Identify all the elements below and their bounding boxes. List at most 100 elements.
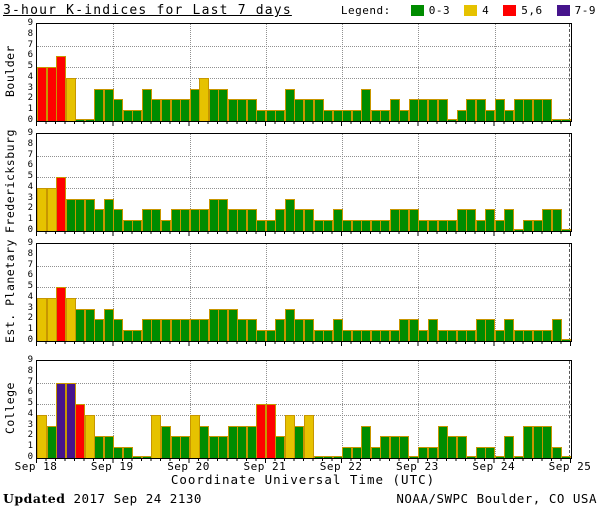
x-tick-label: Sep 24 xyxy=(472,460,516,473)
k-index-bar xyxy=(561,119,572,121)
y-tick-label: 1 xyxy=(27,214,33,225)
k-index-bar xyxy=(160,99,171,121)
k-index-bar xyxy=(84,309,95,341)
k-index-bar xyxy=(113,447,124,458)
k-index-bar xyxy=(37,67,48,121)
y-tick-label: 8 xyxy=(27,28,33,39)
y-tick-label: 3 xyxy=(27,82,33,93)
k-index-bar xyxy=(189,415,200,458)
k-index-bar xyxy=(361,330,372,341)
y-tick-label: 8 xyxy=(27,138,33,149)
day-boundary-gridline xyxy=(494,244,496,341)
k-index-bar xyxy=(551,209,562,231)
day-boundary-gridline xyxy=(342,244,344,341)
k-index-bar xyxy=(370,330,381,341)
legend-item-green: 0-3 xyxy=(410,4,451,17)
k-index-bar xyxy=(46,298,57,341)
y-tick-label: 5 xyxy=(27,171,33,182)
k-index-bar xyxy=(294,426,305,458)
k-index-bar xyxy=(246,319,257,341)
y-tick-label: 3 xyxy=(27,302,33,313)
y-tick-label: 9 xyxy=(27,128,33,138)
x-axis-title: Coordinate Universal Time (UTC) xyxy=(170,472,436,487)
y-tick-label: 2 xyxy=(27,203,33,214)
k-index-bar xyxy=(65,199,76,231)
k-index-bar xyxy=(447,330,458,341)
k-index-bar xyxy=(437,99,448,121)
k-index-bar xyxy=(361,220,372,231)
k-index-bar xyxy=(113,209,124,231)
k-index-bar xyxy=(199,319,210,341)
day-boundary-gridline xyxy=(265,244,267,341)
y-tick-label: 6 xyxy=(27,160,33,171)
k-index-bar xyxy=(94,209,105,231)
k-index-bar xyxy=(160,426,171,458)
k-index-bar xyxy=(342,220,353,231)
k-index-bar xyxy=(304,415,315,458)
k-index-bar xyxy=(141,456,152,458)
x-tick-label: Sep 23 xyxy=(396,460,439,473)
day-boundary-gridline xyxy=(189,361,191,458)
k-index-bar xyxy=(265,220,276,231)
k-index-bar xyxy=(56,383,67,458)
k-index-bar xyxy=(313,456,324,458)
k-index-bar xyxy=(75,199,86,231)
k-index-bar xyxy=(304,99,315,121)
k-index-bar xyxy=(332,319,343,341)
k-index-bar xyxy=(485,447,496,458)
k-index-bar xyxy=(160,319,171,341)
k-index-bar xyxy=(103,89,114,121)
k-index-bar xyxy=(370,220,381,231)
k-index-bar xyxy=(447,436,458,458)
k-index-bar xyxy=(408,209,419,231)
k-index-bar xyxy=(208,309,219,341)
k-index-bar xyxy=(399,319,410,341)
k-index-bar xyxy=(380,330,391,341)
k-index-bar xyxy=(542,330,553,341)
legend-item-label: 0-3 xyxy=(428,4,451,17)
legend-item-purple: 7-9 xyxy=(556,4,596,17)
k-index-bar xyxy=(275,436,286,458)
y-tick-label: 4 xyxy=(27,181,33,192)
k-index-bar xyxy=(494,330,505,341)
k-index-bar xyxy=(532,330,543,341)
k-index-bar xyxy=(141,89,152,121)
panel-title: College xyxy=(3,382,17,435)
k-index-bar xyxy=(160,220,171,231)
k-index-bar xyxy=(37,415,48,458)
k-index-bar xyxy=(170,99,181,121)
k-index-bar xyxy=(275,319,286,341)
gridline-k7 xyxy=(37,382,571,384)
panel-fredericksburg xyxy=(36,133,572,232)
legend-item-yellow: 4 xyxy=(464,4,489,17)
panel-title: Fredericksburg xyxy=(3,129,17,234)
k-index-bar xyxy=(170,436,181,458)
k-index-bar xyxy=(189,209,200,231)
k-index-bar xyxy=(466,99,477,121)
day-boundary-gridline xyxy=(265,24,267,121)
x-tick-label: Sep 18 xyxy=(14,460,58,473)
gridline-k7 xyxy=(37,265,571,267)
k-index-bar xyxy=(170,319,181,341)
k-index-bar xyxy=(551,447,562,458)
k-index-bar xyxy=(437,330,448,341)
k-index-bar xyxy=(561,339,572,341)
y-tick-label: 2 xyxy=(27,313,33,324)
k-index-bar xyxy=(275,110,286,121)
legend: Legend: 0-3 4 5,6 7-9 xyxy=(341,4,596,17)
y-tick-label: 4 xyxy=(27,291,33,302)
k-index-bar xyxy=(180,436,191,458)
k-index-bar xyxy=(351,447,362,458)
y-tick-label: 6 xyxy=(27,50,33,61)
k-index-bar xyxy=(218,89,229,121)
day-boundary-gridline xyxy=(494,134,496,231)
k-index-bar xyxy=(532,220,543,231)
day-boundary-gridline xyxy=(342,361,344,458)
k-index-bar xyxy=(542,209,553,231)
k-index-bar xyxy=(237,209,248,231)
k-index-bar xyxy=(551,319,562,341)
k-index-bar xyxy=(361,89,372,121)
k-index-bar xyxy=(361,426,372,458)
k-index-bar xyxy=(313,330,324,341)
k-index-bar xyxy=(494,220,505,231)
